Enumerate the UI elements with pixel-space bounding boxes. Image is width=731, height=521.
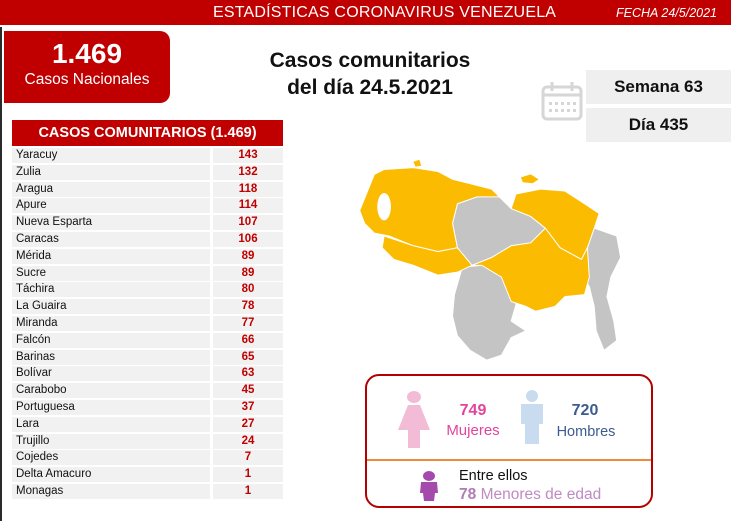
state-cases: 80: [213, 282, 283, 298]
state-name: Carabobo: [12, 383, 210, 399]
demographics-divider: [367, 459, 651, 461]
map-region-maracaibo-lake: [377, 193, 391, 221]
state-cases: 89: [213, 265, 283, 281]
state-cases: 65: [213, 349, 283, 365]
table-row: Carabobo 45: [12, 383, 283, 399]
table-row: Miranda 77: [12, 315, 283, 331]
minors-count: 78: [459, 486, 477, 503]
table-row: Cojedes 7: [12, 450, 283, 466]
header-bar: ESTADÍSTICAS CORONAVIRUS VENEZUELA FECHA…: [0, 0, 731, 27]
headline-line-2: del día 24.5.2021: [287, 76, 453, 99]
state-name: Barinas: [12, 349, 210, 365]
headline: Casos comunitarios del día 24.5.2021: [260, 47, 480, 101]
table-row: Caracas 106: [12, 231, 283, 247]
demographics-panel: 749 Mujeres 720 Hombres Entre ellos 78 M…: [365, 374, 653, 508]
table-row: Trujillo 24: [12, 433, 283, 449]
table-row: Lara 27: [12, 416, 283, 432]
state-name: Nueva Esparta: [12, 215, 210, 231]
state-name: Caracas: [12, 231, 210, 247]
headline-line-1: Casos comunitarios: [269, 49, 471, 72]
minors-label: Menores de edad: [480, 486, 602, 503]
state-cases: 132: [213, 164, 283, 180]
national-cases-label: Casos Nacionales: [24, 71, 150, 88]
state-cases: 63: [213, 366, 283, 382]
week-number: Semana 63: [586, 70, 731, 104]
state-cases: 107: [213, 215, 283, 231]
state-cases: 24: [213, 433, 283, 449]
state-name: Yaracuy: [12, 148, 210, 163]
state-name: Trujillo: [12, 433, 210, 449]
map-region-apure: [381, 235, 473, 276]
minors-intro: Entre ellos: [459, 468, 528, 484]
community-cases-table: Yaracuy 143 Zulia 132 Aragua 118 Apure 114 N…: [12, 148, 283, 501]
table-row: Falcón 66: [12, 332, 283, 348]
women-label: Mujeres: [446, 422, 500, 439]
map-region-nueva-esparta: [520, 174, 539, 184]
national-cases-card: 1.469 Casos Nacionales: [4, 31, 170, 103]
child-icon: [420, 471, 438, 501]
table-row: Aragua 118: [12, 181, 283, 197]
state-cases: 7: [213, 450, 283, 466]
state-name: Sucre: [12, 265, 210, 281]
state-cases: 106: [213, 231, 283, 247]
state-name: Zulia: [12, 164, 210, 180]
state-name: Aragua: [12, 181, 210, 197]
state-cases: 118: [213, 181, 283, 197]
women-count: 749: [459, 402, 487, 419]
table-row: Mérida 89: [12, 248, 283, 264]
state-cases: 89: [213, 248, 283, 264]
state-cases: 66: [213, 332, 283, 348]
state-cases: 1: [213, 483, 283, 499]
report-date: FECHA 24/5/2021: [616, 6, 717, 20]
table-row: Zulia 132: [12, 164, 283, 180]
state-cases: 77: [213, 315, 283, 331]
venezuela-map: [359, 159, 622, 361]
day-number: Día 435: [586, 108, 731, 142]
table-row: Yaracuy 143: [12, 148, 283, 163]
state-cases: 114: [213, 198, 283, 214]
state-cases: 37: [213, 399, 283, 415]
state-name: Apure: [12, 198, 210, 214]
table-row: Táchira 80: [12, 282, 283, 298]
state-name: Falcón: [12, 332, 210, 348]
state-cases: 143: [213, 148, 283, 163]
state-cases: 45: [213, 383, 283, 399]
state-name: Lara: [12, 416, 210, 432]
left-frame-border: [0, 0, 2, 521]
table-row: Sucre 89: [12, 265, 283, 281]
map-region-west: [359, 167, 501, 253]
state-name: Mérida: [12, 248, 210, 264]
state-name: Portuguesa: [12, 399, 210, 415]
state-cases: 27: [213, 416, 283, 432]
state-name: Miranda: [12, 315, 210, 331]
female-icon: [398, 391, 430, 448]
state-cases: 78: [213, 299, 283, 315]
table-row: Monagas 1: [12, 483, 283, 499]
table-row: La Guaira 78: [12, 299, 283, 315]
table-row: Nueva Esparta 107: [12, 215, 283, 231]
table-row: Delta Amacuro 1: [12, 467, 283, 483]
men-count: 720: [571, 402, 599, 419]
state-name: Monagas: [12, 483, 210, 499]
table-row: Bolívar 63: [12, 366, 283, 382]
page-title: ESTADÍSTICAS CORONAVIRUS VENEZUELA: [213, 4, 557, 21]
male-icon: [521, 390, 543, 444]
state-name: Delta Amacuro: [12, 467, 210, 483]
minors-line: 78 Menores de edad: [459, 486, 601, 504]
calendar-icon: [541, 82, 583, 121]
table-row: Barinas 65: [12, 349, 283, 365]
table-row: Apure 114: [12, 198, 283, 214]
men-label: Hombres: [556, 424, 616, 440]
state-name: Cojedes: [12, 450, 210, 466]
state-name: Bolívar: [12, 366, 210, 382]
map-region-bolivar: [471, 227, 590, 312]
state-name: Táchira: [12, 282, 210, 298]
table-row: Portuguesa 37: [12, 399, 283, 415]
national-cases-count: 1.469: [51, 38, 123, 69]
state-name: La Guaira: [12, 299, 210, 315]
community-cases-table-header: CASOS COMUNITARIOS (1.469): [12, 120, 283, 146]
state-cases: 1: [213, 467, 283, 483]
map-region-islands: [413, 159, 422, 167]
